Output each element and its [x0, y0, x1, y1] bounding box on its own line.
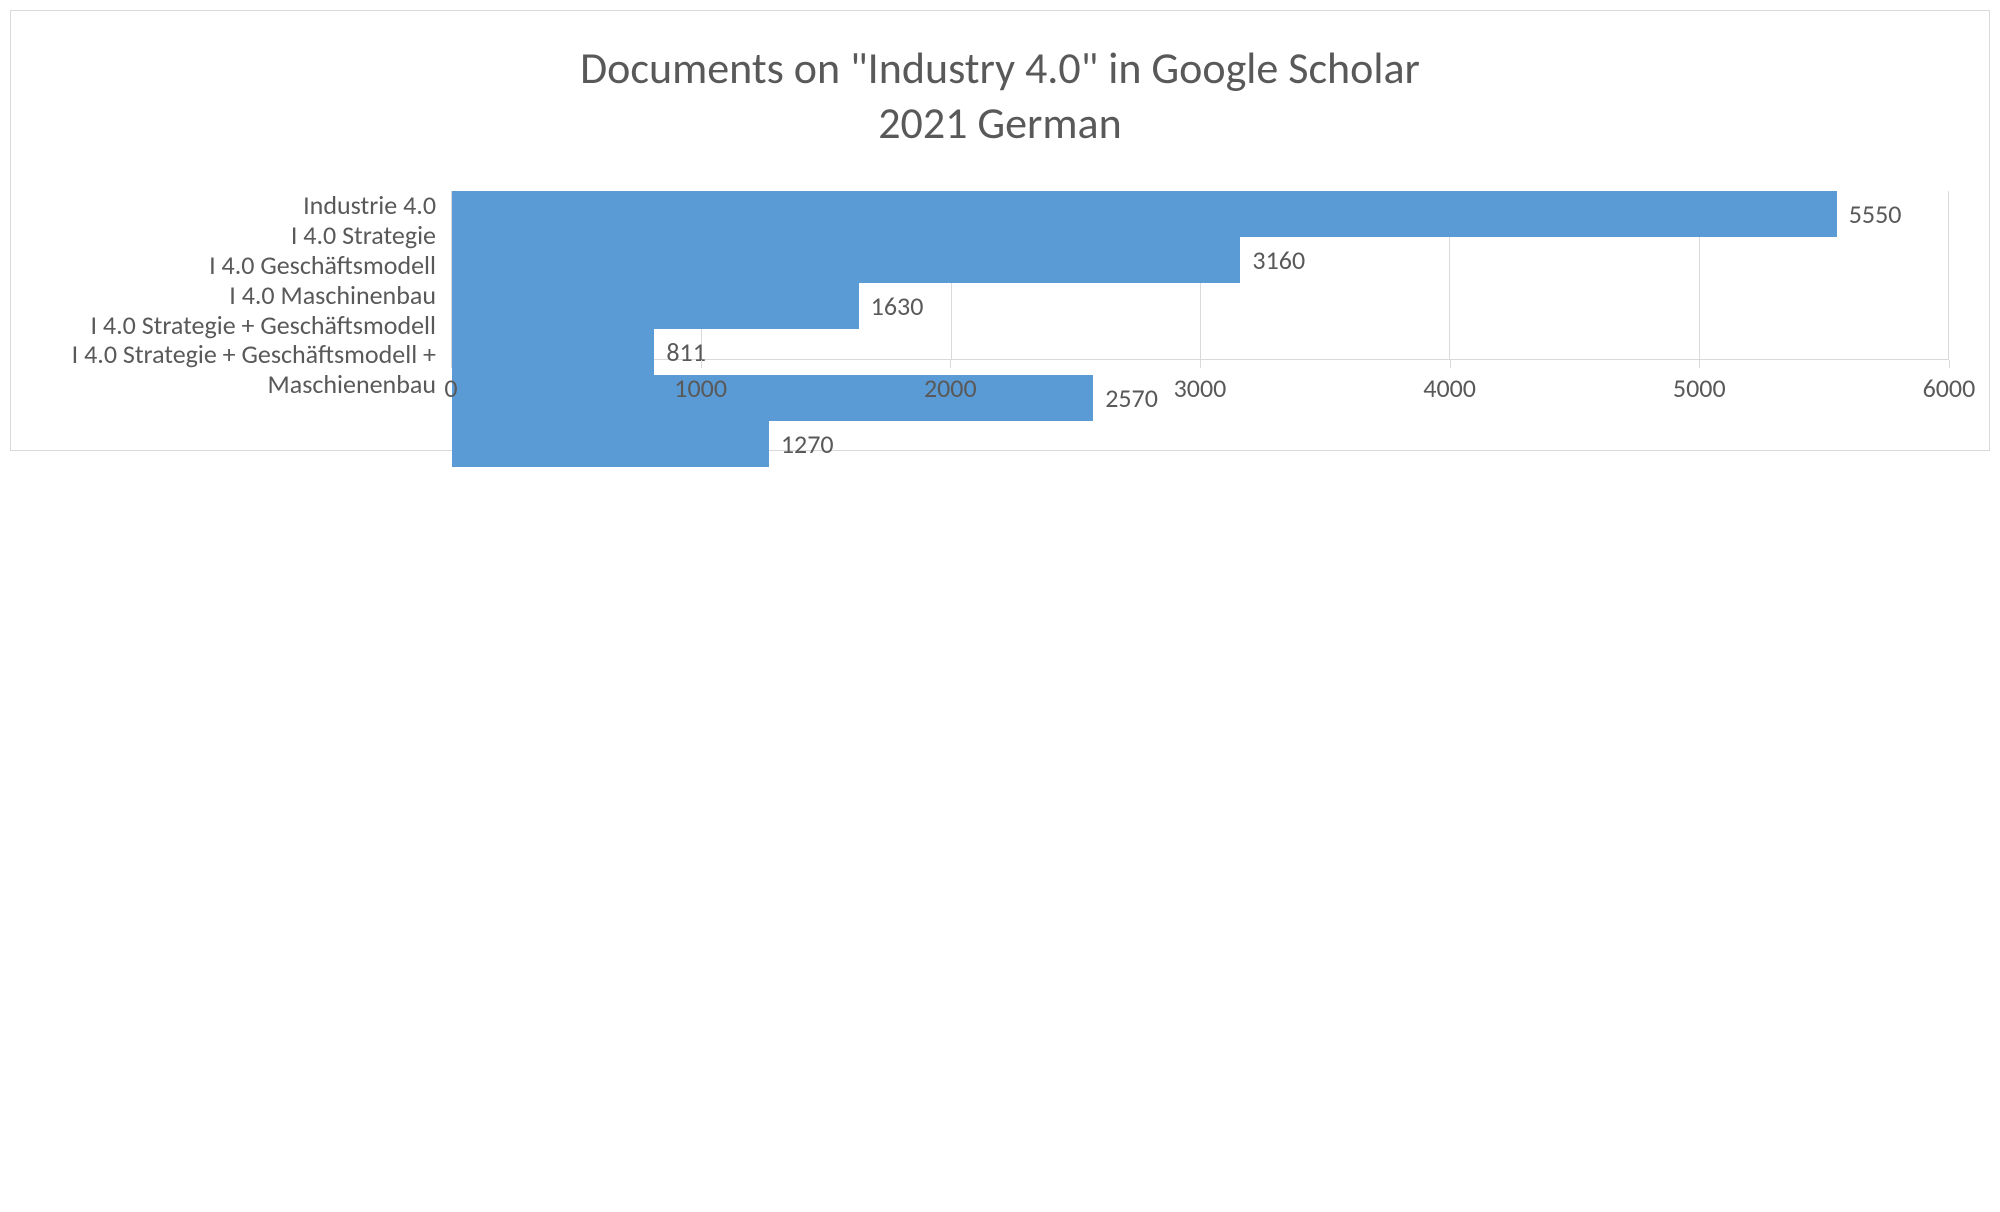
bar-slot: 1630 — [452, 283, 1949, 329]
y-axis-label: I 4.0 Strategie + Geschäftsmodell + Masc… — [51, 340, 436, 400]
y-axis-label: I 4.0 Maschinenbau — [51, 281, 436, 311]
x-axis: 0100020003000400050006000 — [451, 360, 1949, 400]
x-axis-tick-mark — [701, 360, 702, 368]
chart-title: Documents on "Industry 4.0" in Google Sc… — [51, 41, 1949, 151]
bar-value-label: 1630 — [871, 290, 924, 322]
bar-value-label: 5550 — [1849, 198, 1902, 230]
y-axis-label: Industrie 4.0 — [51, 191, 436, 221]
plot-area: 55503160163081125701270 0100020003000400… — [451, 191, 1949, 400]
x-axis-tick-mark — [1200, 360, 1201, 368]
plot-row: Industrie 4.0I 4.0 StrategieI 4.0 Geschä… — [51, 191, 1949, 400]
x-axis-ticks: 0100020003000400050006000 — [451, 360, 1949, 400]
bar: 3160 — [452, 237, 1240, 283]
bar: 1630 — [452, 283, 859, 329]
bar-value-label: 3160 — [1252, 244, 1305, 276]
x-axis-tick-label: 2000 — [924, 372, 977, 404]
bar-slot: 3160 — [452, 237, 1949, 283]
x-axis-tick-label: 1000 — [674, 372, 727, 404]
x-axis-tick-mark — [1949, 360, 1950, 368]
y-axis-label: I 4.0 Geschäftsmodell — [51, 251, 436, 281]
bar: 5550 — [452, 191, 1837, 237]
x-axis-tick-mark — [1450, 360, 1451, 368]
x-axis-tick-label: 4000 — [1423, 372, 1476, 404]
x-axis-tick-label: 3000 — [1174, 372, 1227, 404]
bar: 1270 — [452, 421, 769, 467]
y-axis-label: I 4.0 Strategie + Geschäftsmodell — [51, 311, 436, 341]
y-axis-labels: Industrie 4.0I 4.0 StrategieI 4.0 Geschä… — [51, 191, 451, 400]
bars-region: 55503160163081125701270 — [451, 191, 1949, 360]
x-axis-tick-mark — [950, 360, 951, 368]
bar-slot: 1270 — [452, 421, 1949, 467]
x-axis-tick-label: 0 — [444, 372, 457, 404]
bar-slot: 5550 — [452, 191, 1949, 237]
x-axis-tick-label: 5000 — [1673, 372, 1726, 404]
x-axis-tick-mark — [1699, 360, 1700, 368]
bars-stack: 55503160163081125701270 — [452, 191, 1949, 359]
x-axis-tick-mark — [451, 360, 452, 368]
x-axis-tick-label: 6000 — [1923, 372, 1976, 404]
bar-value-label: 1270 — [781, 428, 834, 460]
chart-container: Documents on "Industry 4.0" in Google Sc… — [10, 10, 1990, 451]
y-axis-label: I 4.0 Strategie — [51, 221, 436, 251]
